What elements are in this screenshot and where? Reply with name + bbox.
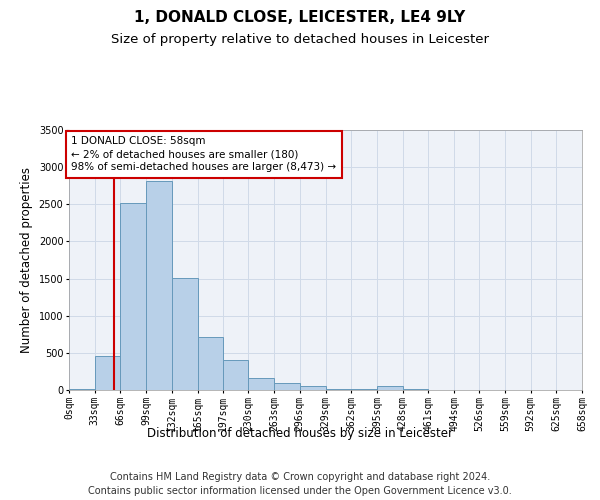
Bar: [121, 203, 146, 390]
Text: Contains public sector information licensed under the Open Government Licence v3: Contains public sector information licen…: [88, 486, 512, 496]
Bar: [69, 388, 95, 390]
Bar: [300, 386, 325, 390]
Text: Size of property relative to detached houses in Leicester: Size of property relative to detached ho…: [111, 32, 489, 46]
Bar: [146, 180, 172, 390]
Text: 1 DONALD CLOSE: 58sqm
← 2% of detached houses are smaller (180)
98% of semi-deta: 1 DONALD CLOSE: 58sqm ← 2% of detached h…: [71, 136, 337, 172]
Bar: [223, 360, 248, 390]
Bar: [197, 336, 223, 390]
Bar: [248, 378, 274, 390]
Text: Contains HM Land Registry data © Crown copyright and database right 2024.: Contains HM Land Registry data © Crown c…: [110, 472, 490, 482]
Bar: [274, 384, 300, 390]
Y-axis label: Number of detached properties: Number of detached properties: [20, 167, 33, 353]
Bar: [377, 386, 403, 390]
Text: Distribution of detached houses by size in Leicester: Distribution of detached houses by size …: [147, 428, 453, 440]
Bar: [172, 278, 197, 390]
Bar: [325, 388, 351, 390]
Text: 1, DONALD CLOSE, LEICESTER, LE4 9LY: 1, DONALD CLOSE, LEICESTER, LE4 9LY: [134, 10, 466, 25]
Bar: [95, 356, 121, 390]
